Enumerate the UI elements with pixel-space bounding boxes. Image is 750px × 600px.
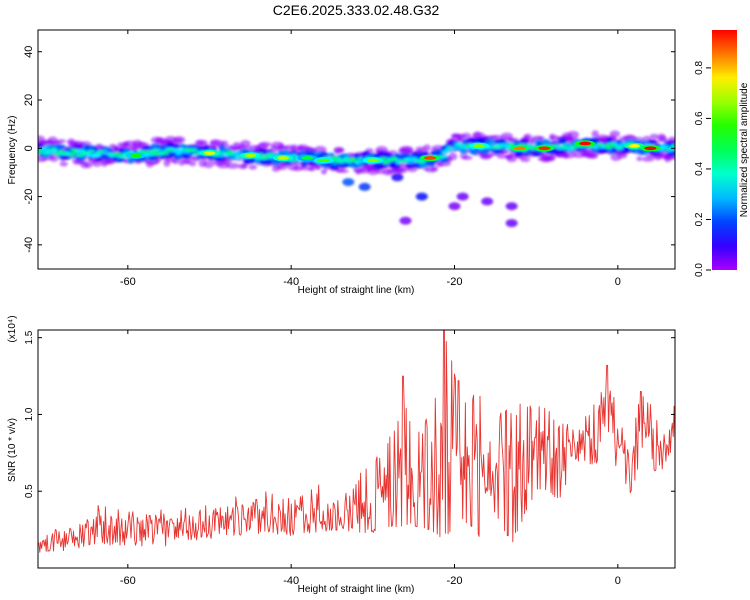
heatmap-hotspot — [301, 156, 314, 160]
snr-panel: -60 -40 -20 0 0.5 1.0 1.5 (x10⁴) SNR (10 * v/v… — [7, 315, 676, 595]
colorbar-tick-label: 0.8 — [694, 61, 705, 75]
spectrogram-panel: -60 -40 -20 0 40 20 0 -20 -40 Frequency (Hz) Hei… — [7, 29, 676, 296]
heatmap-hotspot — [473, 144, 485, 148]
heatmap-hotspot — [244, 153, 257, 158]
spectrogram-xtick-label: -20 — [447, 276, 463, 288]
heatmap-cell — [342, 178, 355, 187]
snr-series-line — [38, 330, 675, 553]
heatmap-cell — [481, 197, 494, 206]
snr-ytick-label: 1.0 — [24, 407, 35, 421]
heatmap-cell — [358, 182, 371, 191]
snr-multiplier: (x10⁴) — [7, 315, 18, 342]
colorbar-ticks: 0.0 0.2 0.4 0.6 0.8 — [694, 61, 711, 277]
heatmap-cell — [505, 219, 518, 228]
heatmap-hotspot — [513, 146, 526, 151]
spectrogram-ytick-label: 20 — [23, 94, 35, 106]
colorbar-label: Normalized spectral amplitude — [739, 82, 750, 217]
spectrogram-ylabel: Frequency (Hz) — [7, 116, 18, 185]
heatmap-hotspot — [628, 144, 641, 148]
heatmap-hotspot — [579, 141, 592, 146]
snr-ylabel: SNR (10 * v/v) — [7, 418, 18, 482]
spectrogram-ytick-label: -20 — [23, 189, 35, 205]
colorbar-tick-label: 0.0 — [694, 263, 705, 277]
snr-xtick-label: -20 — [447, 575, 463, 587]
colorbar-tick-label: 0.2 — [694, 212, 705, 226]
spectrogram-xtick-label: -40 — [283, 276, 299, 288]
snr-xtick-label: 0 — [615, 575, 621, 587]
snr-ytick-label: 0.5 — [24, 484, 35, 498]
heatmap-cell — [391, 173, 404, 182]
heatmap-hotspot — [203, 151, 216, 155]
spectrogram-xlabel: Height of straight line (km) — [298, 285, 415, 296]
heatmap-hotspot — [277, 156, 289, 160]
heatmap-hotspot — [130, 153, 142, 158]
heatmap-cell — [399, 216, 412, 225]
heatmap-cell — [448, 202, 461, 211]
snr-xtick-label: -60 — [120, 575, 136, 587]
chart-title: C2E6.2025.333.02.48.G32 — [272, 2, 440, 18]
spectrogram-xtick-label: -60 — [120, 276, 136, 288]
spectrogram-ticks: -60 -40 -20 0 40 20 0 -20 -40 — [23, 30, 675, 288]
heatmap-cell — [456, 192, 469, 201]
colorbar-gradient — [712, 30, 737, 270]
snr-ytick-label: 1.5 — [24, 330, 35, 344]
spectrogram-ytick-label: 0 — [23, 145, 35, 151]
heatmap-hotspot — [538, 146, 551, 151]
spectrogram-ytick-label: 40 — [23, 46, 35, 58]
snr-plot-area — [38, 330, 675, 568]
heatmap-hotspot — [424, 156, 436, 160]
heatmap-layer — [38, 130, 675, 228]
heatmap-cell — [415, 192, 428, 201]
spectrogram-ytick-label: -40 — [23, 237, 35, 253]
colorbar-tick-label: 0.4 — [694, 162, 705, 176]
spectrogram-xtick-label: 0 — [615, 276, 621, 288]
heatmap-hotspot — [644, 146, 657, 151]
snr-xtick-label: -40 — [283, 575, 299, 587]
heatmap-hotspot — [366, 158, 379, 163]
heatmap-cell — [505, 202, 518, 211]
spectrogram-frame — [37, 29, 676, 270]
snr-ticks: -60 -40 -20 0 0.5 1.0 1.5 — [24, 330, 675, 587]
colorbar-tick-label: 0.6 — [694, 111, 705, 125]
colorbar: 0.0 0.2 0.4 0.6 0.8 Normalized spectral ampl… — [694, 30, 750, 277]
snr-xlabel: Height of straight line (km) — [298, 584, 415, 595]
heatmap-hotspot — [317, 158, 330, 163]
snr-frame — [37, 329, 676, 569]
